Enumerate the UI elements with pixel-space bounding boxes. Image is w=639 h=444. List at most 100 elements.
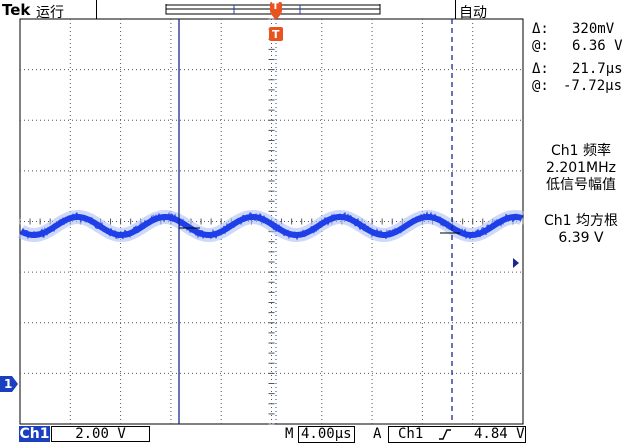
grid-dot xyxy=(271,411,272,412)
grid-dot xyxy=(170,147,172,148)
grid-dot xyxy=(432,69,433,71)
grid-dot xyxy=(72,372,73,374)
grid-dot xyxy=(321,131,323,132)
trigger-position-marker[interactable] xyxy=(270,2,282,20)
grid-dot xyxy=(271,327,272,328)
grid-dot xyxy=(192,170,193,172)
grid-dot xyxy=(396,119,397,121)
timebase-readout[interactable]: 4.00µs xyxy=(298,426,355,443)
grid-dot xyxy=(120,103,122,104)
grid-dot xyxy=(170,183,172,184)
grid-dot xyxy=(421,255,423,256)
grid-dot xyxy=(220,221,221,222)
grid-dot xyxy=(480,271,481,273)
grid-dot xyxy=(380,170,381,172)
grid-dot xyxy=(216,271,217,273)
grid-dot xyxy=(168,322,169,324)
grid-dot xyxy=(340,322,341,324)
grid-dot xyxy=(321,159,323,160)
grid-dot xyxy=(220,155,222,156)
grid-dot xyxy=(220,195,222,196)
grid-dot xyxy=(348,372,349,374)
measurement-rms[interactable]: Ch1 均方根 6.39 V xyxy=(526,213,636,247)
grid-dot xyxy=(416,372,417,374)
grid-dot xyxy=(472,363,474,364)
measurement-frequency[interactable]: Ch1 频率 2.201MHz 低信号幅值 xyxy=(526,143,636,194)
grid-dot xyxy=(472,95,474,96)
grid-dot xyxy=(512,372,513,374)
grid-dot xyxy=(321,387,323,388)
grid-dot xyxy=(176,271,177,273)
grid-dot xyxy=(436,170,437,172)
grid-dot xyxy=(321,235,323,236)
grid-dot xyxy=(124,271,125,273)
grid-dot xyxy=(300,322,301,324)
trigger-mode-label[interactable]: 自动 xyxy=(459,5,487,21)
grid-dot xyxy=(69,247,71,248)
grid-dot xyxy=(321,243,323,244)
grid-dot xyxy=(69,299,71,300)
acquisition-run-status[interactable]: 运行 xyxy=(36,5,64,21)
grid-dot xyxy=(321,355,323,356)
grid-dot xyxy=(436,69,437,71)
volts-per-div-readout[interactable]: 2.00 V xyxy=(51,426,150,442)
grid-dot xyxy=(321,91,323,92)
grid-dot xyxy=(472,295,474,296)
grid-dot xyxy=(68,69,69,71)
grid-dot xyxy=(69,239,71,240)
grid-dot xyxy=(32,322,33,324)
grid-dot xyxy=(69,87,71,88)
channel-1-ground-marker[interactable] xyxy=(0,376,18,392)
grid-dot xyxy=(371,367,373,368)
grid-dot xyxy=(120,267,122,268)
grid-dot xyxy=(288,322,289,324)
channel-1-tag[interactable]: Ch1 xyxy=(19,426,50,442)
grid-dot xyxy=(76,322,77,324)
grid-dot xyxy=(421,163,423,164)
grid-dot xyxy=(371,107,373,108)
grid-dot xyxy=(472,87,474,88)
grid-dot xyxy=(408,170,409,172)
grid-dot xyxy=(120,319,122,320)
grid-dot xyxy=(132,221,133,222)
grid-dot xyxy=(421,207,423,208)
grid-dot xyxy=(321,375,323,376)
grid-dot xyxy=(96,322,97,324)
grid-dot xyxy=(100,372,101,374)
grid-dot xyxy=(284,119,285,121)
grid-dot xyxy=(440,322,441,324)
grid-dot xyxy=(69,343,71,344)
trigger-point-marker[interactable] xyxy=(269,27,283,41)
grid-dot xyxy=(420,322,421,324)
trigger-level-arrow-icon[interactable] xyxy=(513,258,519,268)
grid-dot xyxy=(220,267,222,268)
grid-dot xyxy=(421,291,423,292)
grid-dot xyxy=(421,359,423,360)
grid-dot xyxy=(332,69,333,71)
grid-dot xyxy=(170,299,172,300)
grid-dot xyxy=(421,67,423,68)
grid-dot xyxy=(371,259,373,260)
grid-dot xyxy=(170,375,172,376)
grid-dot xyxy=(292,119,293,121)
grid-dot xyxy=(69,131,71,132)
grid-dot xyxy=(496,372,497,374)
grid-dot xyxy=(421,119,423,120)
grid-dot xyxy=(120,303,122,304)
grid-dot xyxy=(220,315,222,316)
grid-dot xyxy=(69,243,71,244)
grid-dot xyxy=(84,322,85,324)
grid-dot xyxy=(64,170,65,172)
grid-dot xyxy=(220,283,222,284)
grid-dot xyxy=(371,23,373,24)
trigger-readout-box[interactable] xyxy=(388,426,526,443)
grid-dot xyxy=(472,327,474,328)
grid-dot xyxy=(472,179,474,180)
grid-dot xyxy=(69,127,71,128)
grid-dot xyxy=(170,251,172,252)
grid-dot xyxy=(340,271,341,273)
grid-dot xyxy=(380,322,381,324)
grid-dot xyxy=(321,123,323,124)
grid-dot xyxy=(220,259,222,260)
